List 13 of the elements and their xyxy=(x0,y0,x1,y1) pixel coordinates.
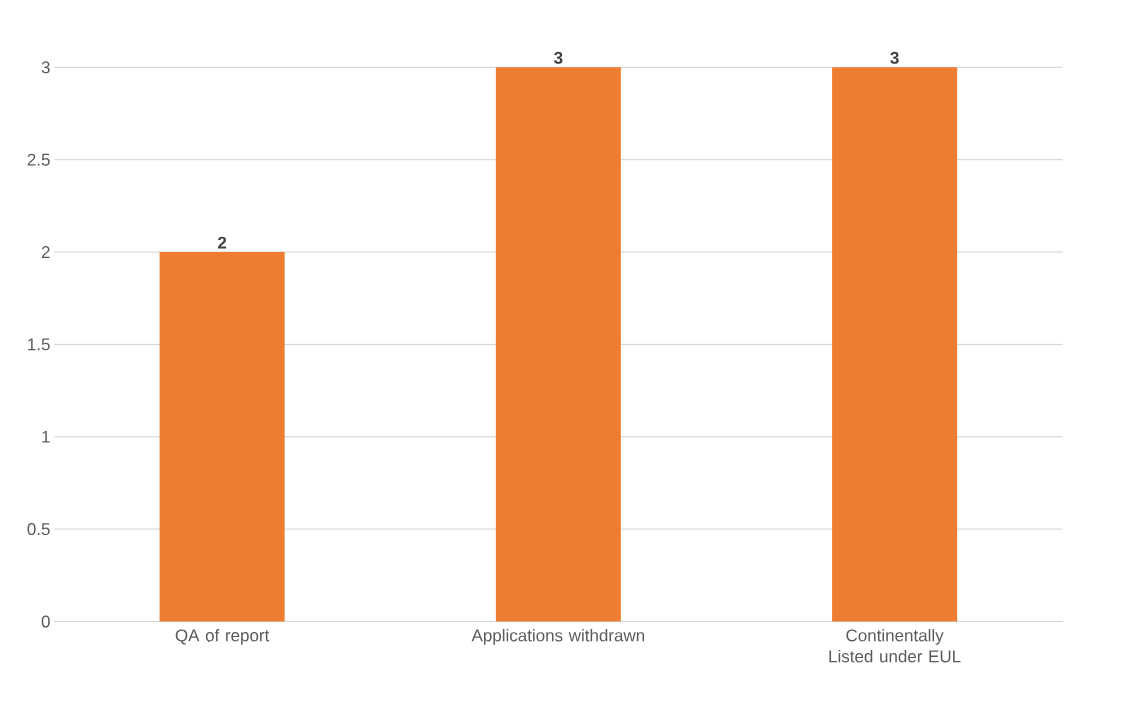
data-label: 2 xyxy=(217,236,227,249)
y-tick-label: 2.5 xyxy=(27,153,50,166)
y-tick-label: 0.5 xyxy=(27,523,50,536)
y-tick-label: 3 xyxy=(41,61,50,74)
x-tick-label: QA of report xyxy=(175,629,270,645)
x-tick-label: Continentally Listed under EUL xyxy=(829,629,961,663)
y-tick-label: 1 xyxy=(42,431,50,443)
x-tick-label: Applications withdrawn xyxy=(471,629,645,645)
y-tick-label: 2 xyxy=(41,246,50,259)
y-tick-label: 1.5 xyxy=(28,338,50,351)
y-tick-label: 0 xyxy=(41,615,50,628)
data-label: 3 xyxy=(890,51,899,64)
data-label: 3 xyxy=(554,51,563,64)
